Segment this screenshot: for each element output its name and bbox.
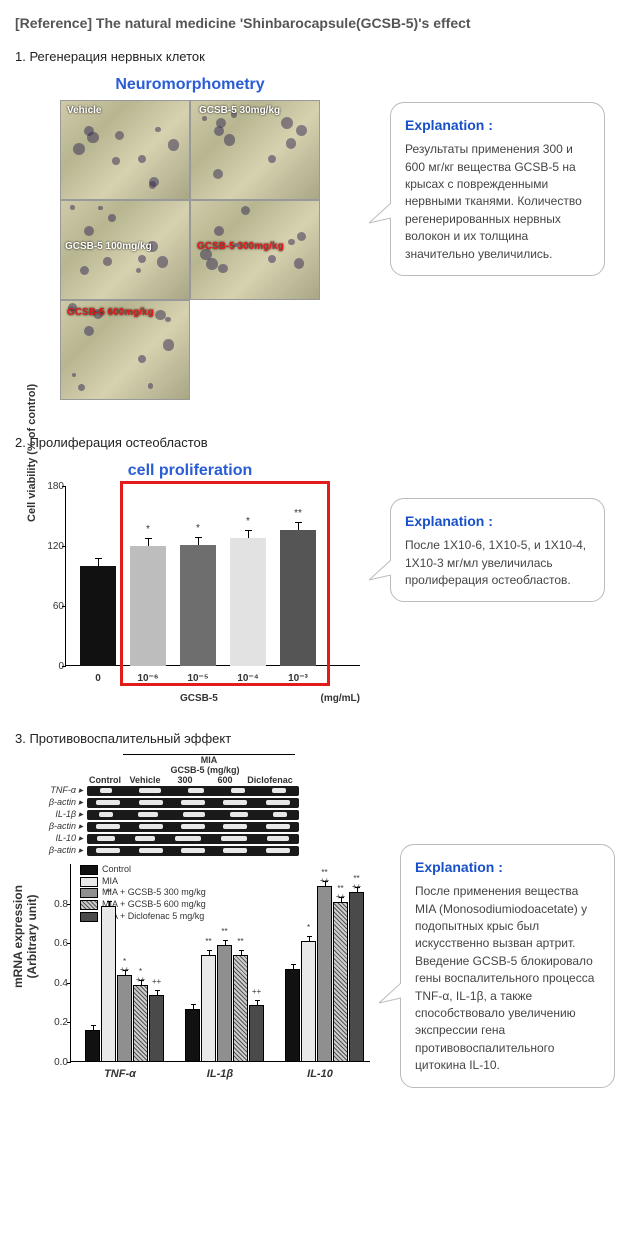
unit-caption: (mg/mL) (321, 693, 360, 704)
section3-explain-body: После применения вещества MIA (Monosodiu… (415, 883, 600, 1074)
gc-group-label: IL-1β (180, 1068, 260, 1080)
section2-explain-head: Explanation : (405, 511, 590, 531)
cell-prolif-title: cell proliferation (15, 462, 365, 480)
gc-bar (185, 1009, 200, 1062)
gc-group-IL-10: ***++**++**++ (285, 886, 364, 1062)
gel-row: β-actin ▸ (35, 821, 365, 832)
section1-explain-head: Explanation : (405, 115, 590, 135)
mrna-ylabel: mRNA expression (Arbitrary unit) (11, 885, 39, 988)
section2-explain-body: После 1X10-6, 1X10-5, и 1X10-4, 1X10-3 м… (405, 537, 590, 589)
neuro-panel-label: GCSB-5 100mg/kg (65, 241, 152, 252)
section-1: 1. Регенерация нервных клеток Neuromorph… (15, 49, 615, 400)
section3-explain-head: Explanation : (415, 857, 600, 877)
neuro-panel-label: GCSB-5 300mg/kg (197, 241, 284, 252)
reference-title: [Reference] The natural medicine 'Shinba… (15, 15, 615, 31)
neuro-chart-title: Neuromorphometry (15, 76, 365, 94)
gc-bar: ** (201, 955, 216, 1062)
neuro-panel-4: GCSB-5 600mg/kg (60, 300, 190, 400)
gc-group-TNF-α: ***++*++++ (85, 906, 164, 1062)
gc-bar (285, 969, 300, 1062)
gc-bar: **++ (333, 902, 348, 1062)
gel-row: β-actin ▸ (35, 797, 365, 808)
neuro-panel-0: Vehicle (60, 100, 190, 200)
gc-ytick: 0.2 (50, 1017, 68, 1028)
gc-ytick: 0.8 (50, 899, 68, 910)
neuro-panel-1: GCSB-5 30mg/kg (190, 100, 320, 200)
x-caption: GCSB-5 (180, 693, 218, 704)
legend-row: Control (80, 864, 206, 876)
gel-row-label: β-actin ▸ (35, 845, 87, 856)
legend-row: MIA (80, 876, 206, 888)
gel-row: β-actin ▸ (35, 845, 365, 856)
gc-ytick: 0.0 (50, 1057, 68, 1068)
neuromorphometry-figure: Neuromorphometry Vehicle GCSB-5 30mg/kg GC… (15, 72, 365, 400)
gel-row-label: β-actin ▸ (35, 821, 87, 832)
neuro-panel-label: GCSB-5 30mg/kg (199, 105, 280, 116)
neuro-panel-3: GCSB-5 300mg/kg (190, 200, 320, 300)
gel-row-label: IL-1β ▸ (35, 809, 87, 820)
gel-mid-label: GCSB-5 (mg/kg) (163, 765, 247, 775)
gc-group-IL-1β: ******++ (185, 945, 264, 1062)
section-3: 3. Противовоспалительный эффект MIAGCSB-… (15, 731, 615, 1088)
gc-group-label: IL-10 (280, 1068, 360, 1080)
legend-row: MIA + GCSB-5 300 mg/kg (80, 887, 206, 899)
gc-bar: ** (101, 906, 116, 1062)
section2-explanation: Explanation : После 1X10-6, 1X10-5, и 1X… (390, 498, 605, 602)
gc-bar: * (301, 941, 316, 1062)
gel-row-label: IL-10 ▸ (35, 833, 87, 844)
gc-bar: ** (233, 955, 248, 1062)
gel-row: IL-10 ▸ (35, 833, 365, 844)
section1-explanation: Explanation : Результаты применения 300 … (390, 102, 605, 276)
neuro-panel-label: Vehicle (67, 105, 101, 116)
bar-0: 0 (80, 566, 116, 666)
section1-explain-body: Результаты применения 300 и 600 мг/кг ве… (405, 141, 590, 263)
callout-tail-icon (369, 198, 391, 228)
gc-bar: **++ (349, 892, 364, 1062)
section3-title: 3. Противовоспалительный эффект (15, 731, 615, 746)
callout-tail-icon (369, 555, 391, 585)
antiinflammatory-figure: MIAGCSB-5 (mg/kg)ControlVehicle300600Dic… (15, 754, 375, 1084)
gc-bar: ** (217, 945, 232, 1062)
gc-bar: *++ (133, 985, 148, 1062)
section-2: 2. Пролиферация остеобластов cell prolif… (15, 435, 615, 696)
gel-row: IL-1β ▸ (35, 809, 365, 820)
gc-bar: ++ (149, 995, 164, 1062)
neuro-panel-2: GCSB-5 100mg/kg (60, 200, 190, 300)
cell-prolif-ylabel: Cell viability (% of control) (26, 384, 38, 522)
gel-row: TNF-α ▸ (35, 785, 365, 796)
neuro-panel-label: GCSB-5 600mg/kg (67, 307, 154, 318)
gc-bar: *++ (117, 975, 132, 1062)
section2-title: 2. Пролиферация остеобластов (15, 435, 615, 450)
gc-ytick: 0.4 (50, 978, 68, 989)
highlight-box (120, 481, 330, 686)
gc-group-label: TNF-α (80, 1068, 160, 1080)
section1-title: 1. Регенерация нервных клеток (15, 49, 615, 64)
gel-super-label: MIA (123, 754, 295, 765)
gc-bar: **++ (317, 886, 332, 1062)
gel-header: ControlVehicle300600Diclofenac (35, 775, 365, 785)
gel-row-label: β-actin ▸ (35, 797, 87, 808)
gel-row-label: TNF-α ▸ (35, 785, 87, 796)
gc-bar: ++ (249, 1005, 264, 1062)
gc-ytick: 0.6 (50, 938, 68, 949)
section3-explanation: Explanation : После применения вещества … (400, 844, 615, 1088)
gc-bar (85, 1030, 100, 1062)
callout-tail-icon (379, 978, 401, 1008)
cell-proliferation-chart: cell proliferation Cell viability (% of … (15, 458, 365, 696)
